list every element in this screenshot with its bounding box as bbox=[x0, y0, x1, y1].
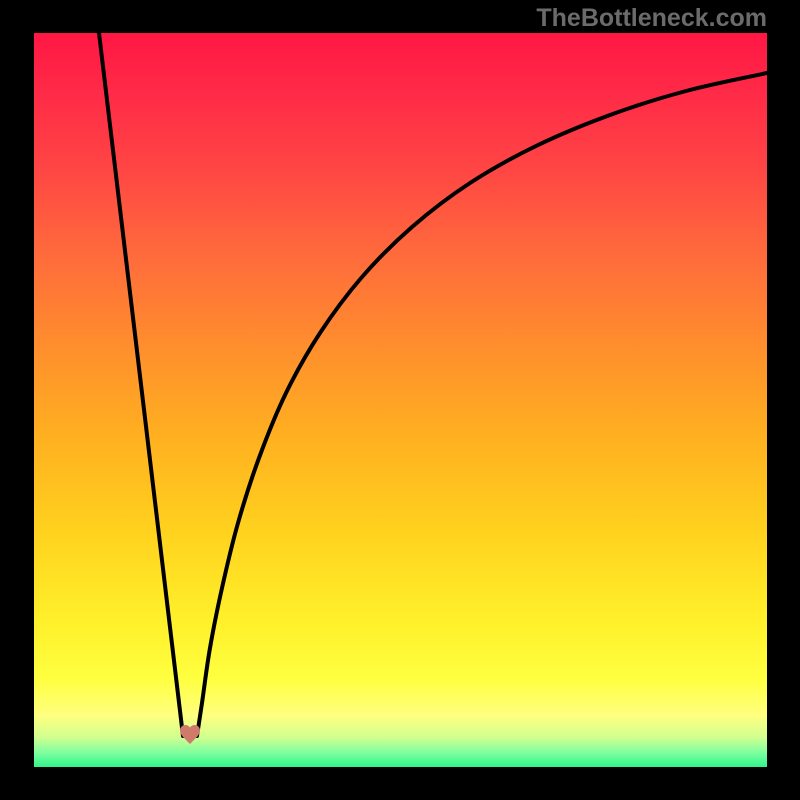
chart-container: TheBottleneck.com bbox=[0, 0, 800, 800]
plot-area bbox=[34, 33, 767, 767]
heart-marker-icon bbox=[180, 725, 200, 744]
watermark-text: TheBottleneck.com bbox=[536, 4, 767, 33]
bottleneck-curve bbox=[34, 33, 767, 767]
